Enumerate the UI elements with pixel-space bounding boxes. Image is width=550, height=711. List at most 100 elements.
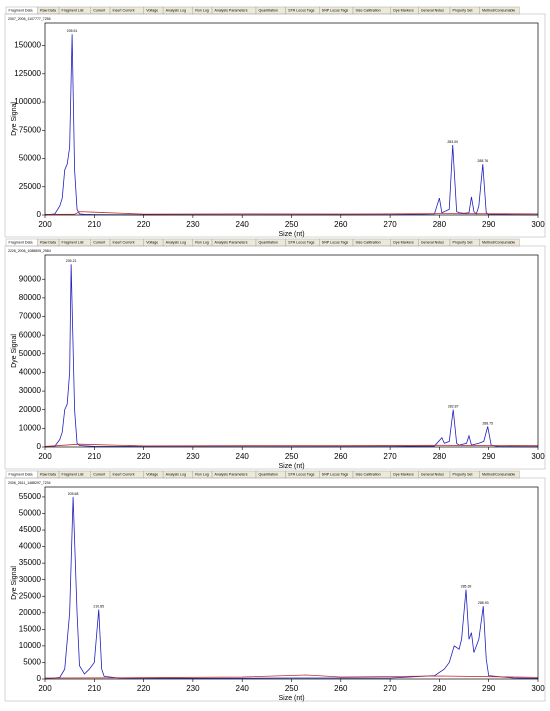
x-tick-label: 240 bbox=[236, 220, 250, 229]
x-tick-label: 290 bbox=[482, 452, 496, 461]
tab-bar: Fragment Data Raw Data Fragment List Curren… bbox=[5, 238, 520, 247]
y-tick-label: 0 bbox=[37, 210, 42, 219]
y-tick-label: 150000 bbox=[14, 41, 41, 50]
x-tick-label: 230 bbox=[186, 684, 200, 693]
y-tick-label: 40000 bbox=[19, 368, 42, 377]
peak-label: 288.93 bbox=[478, 601, 489, 605]
tab-bar: Fragment Data Raw Data Fragment List Curren… bbox=[5, 470, 520, 479]
x-tick-label: 290 bbox=[482, 684, 496, 693]
tab-label: Voltage bbox=[146, 473, 158, 477]
x-tick-label: 270 bbox=[383, 220, 397, 229]
x-tick-label: 270 bbox=[383, 684, 397, 693]
tab-label: SNP Locus Tags bbox=[322, 473, 349, 477]
peak-label: 210.85 bbox=[93, 604, 104, 608]
tab-label: STR Locus Tags bbox=[288, 241, 315, 245]
tab-label: Dye Markers bbox=[393, 473, 414, 477]
tab-label: Fragment List bbox=[62, 9, 84, 13]
tab-label: Method/Consumable bbox=[482, 473, 515, 477]
y-tick-label: 50000 bbox=[19, 509, 42, 518]
x-tick-label: 250 bbox=[285, 452, 299, 461]
x-tick-label: 240 bbox=[236, 684, 250, 693]
x-tick-label: 260 bbox=[334, 452, 348, 461]
y-tick-label: 0 bbox=[37, 442, 42, 451]
tab-label: General Notes bbox=[421, 9, 444, 13]
tab-label: Method/Consumable bbox=[482, 9, 515, 13]
trace bbox=[44, 264, 539, 448]
tab-label: Fragment List bbox=[62, 473, 84, 477]
tab-label: Analysis Log bbox=[166, 241, 186, 245]
trace bbox=[44, 674, 539, 679]
tab-label: Size Calibration bbox=[356, 9, 381, 13]
y-tick-label: 50000 bbox=[19, 154, 42, 163]
x-tick-label: 230 bbox=[186, 220, 200, 229]
tab-label: SNP Locus Tags bbox=[322, 241, 349, 245]
y-tick-label: 70000 bbox=[19, 312, 42, 321]
y-axis-label: Dye Signal bbox=[11, 566, 18, 600]
trace bbox=[44, 211, 539, 215]
tab-label: STR Locus Tags bbox=[288, 9, 315, 13]
tab-label: General Notes bbox=[421, 241, 444, 245]
tab-label: Raw Data bbox=[40, 473, 56, 477]
y-tick-label: 90000 bbox=[19, 274, 42, 283]
panel-frame bbox=[4, 477, 546, 702]
tab-bar: Fragment Data Raw Data Fragment List Curren… bbox=[5, 6, 520, 15]
y-axis-label: Dye Signal bbox=[11, 334, 18, 368]
x-tick-label: 260 bbox=[334, 684, 348, 693]
tab-label: Insert Current bbox=[113, 473, 135, 477]
y-tick-label: 15000 bbox=[19, 624, 42, 633]
peak-label: 285.39 bbox=[461, 585, 472, 589]
peak-label: 283.00 bbox=[447, 140, 458, 144]
plot-frame bbox=[44, 22, 539, 216]
tab-label: Property Set bbox=[453, 9, 473, 13]
panel: Fragment Data Raw Data Fragment List Curren… bbox=[4, 6, 546, 238]
x-tick-label: 300 bbox=[531, 684, 545, 693]
x-axis-label: Size (nt) bbox=[278, 231, 304, 238]
peak-label: 282.87 bbox=[448, 405, 459, 409]
tab-label: Property Set bbox=[453, 473, 473, 477]
y-tick-label: 80000 bbox=[19, 293, 42, 302]
x-tick-label: 200 bbox=[38, 684, 52, 693]
x-axis-label: Size (nt) bbox=[278, 695, 304, 702]
panel-frame bbox=[4, 13, 546, 238]
x-tick-label: 300 bbox=[531, 220, 545, 229]
x-axis-label: Size (nt) bbox=[278, 463, 304, 470]
tab-label: Method/Consumable bbox=[482, 241, 515, 245]
y-tick-label: 55000 bbox=[19, 492, 42, 501]
x-tick-label: 250 bbox=[285, 220, 299, 229]
y-tick-label: 30000 bbox=[19, 386, 42, 395]
tab-label: Fragment Data bbox=[9, 473, 33, 477]
tab-label: Run Log bbox=[195, 473, 209, 477]
y-tick-label: 5000 bbox=[23, 658, 41, 667]
tab-label: Analysis Parameters bbox=[215, 473, 248, 477]
tab-label: Quantitation bbox=[259, 473, 278, 477]
x-tick-label: 230 bbox=[186, 452, 200, 461]
x-tick-label: 200 bbox=[38, 220, 52, 229]
y-tick-label: 50000 bbox=[19, 349, 42, 358]
y-tick-label: 25000 bbox=[19, 182, 42, 191]
x-tick-label: 300 bbox=[531, 452, 545, 461]
tab-label: Property Set bbox=[453, 241, 473, 245]
peak-label: 205.51 bbox=[67, 29, 78, 33]
tab-label: Run Log bbox=[195, 9, 209, 13]
x-tick-label: 210 bbox=[88, 220, 102, 229]
panel: Fragment Data Raw Data Fragment List Curren… bbox=[4, 238, 546, 470]
tab-label: Analysis Log bbox=[166, 473, 186, 477]
tab-label: Raw Data bbox=[40, 241, 56, 245]
peak-label: 205.68 bbox=[68, 492, 79, 496]
tab-label: Fragment Data bbox=[9, 241, 33, 245]
y-tick-label: 35000 bbox=[19, 558, 42, 567]
x-tick-label: 270 bbox=[383, 452, 397, 461]
tab-label: Analysis Parameters bbox=[215, 241, 248, 245]
panel-frame bbox=[4, 245, 546, 470]
x-tick-label: 260 bbox=[334, 220, 348, 229]
trace bbox=[44, 496, 539, 680]
panel: Fragment Data Raw Data Fragment List Curren… bbox=[4, 470, 546, 702]
tab-label: Fragment List bbox=[62, 241, 84, 245]
sample-header: 2226_2006_1088805_2584 bbox=[8, 249, 51, 253]
y-tick-label: 125000 bbox=[14, 69, 41, 78]
tab-label: Dye Markers bbox=[393, 241, 414, 245]
y-tick-label: 45000 bbox=[19, 525, 42, 534]
tab-label: Current bbox=[93, 9, 105, 13]
tab-label: STR Locus Tags bbox=[288, 473, 315, 477]
